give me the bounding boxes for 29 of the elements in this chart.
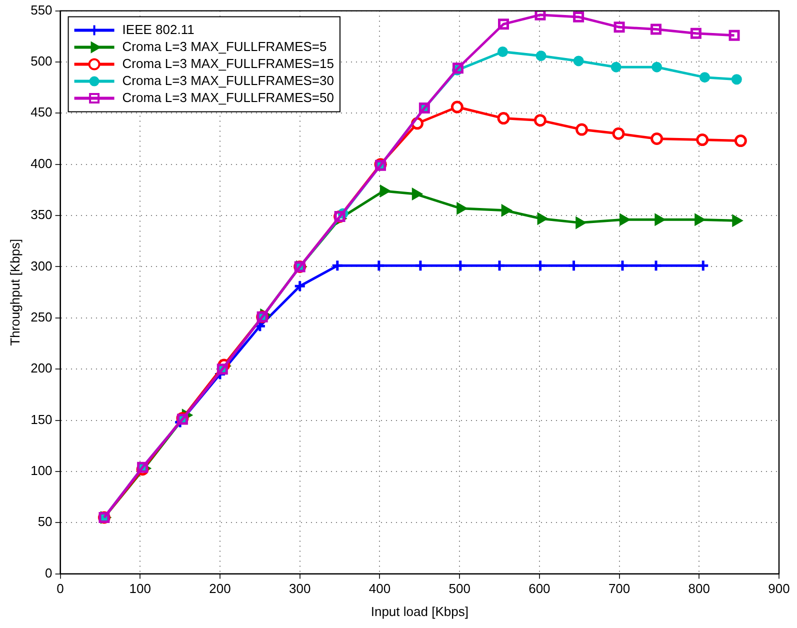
legend-label: Croma L=3 MAX_FULLFRAMES=30 [122,72,334,88]
y-tick-label: 200 [30,360,52,376]
x-tick-label: 500 [448,581,470,596]
y-tick-label: 550 [30,2,52,18]
y-tick-label: 150 [30,412,52,427]
legend-label: Croma L=3 MAX_FULLFRAMES=15 [122,56,334,71]
x-tick-label: 300 [289,581,311,596]
x-tick-label: 0 [56,581,64,596]
y-tick-label: 0 [45,565,52,580]
legend-label: Croma L=3 MAX_FULLFRAMES=50 [122,90,334,105]
x-tick-label: 900 [768,581,790,596]
y-tick-label: 50 [38,514,52,530]
y-tick-label: 450 [30,104,52,120]
y-tick-label: 500 [30,54,52,69]
y-tick-label: 100 [30,463,52,478]
x-axis-title: Input load [Kbps] [370,604,468,619]
y-tick-label: 400 [30,156,52,171]
x-tick-label: 200 [209,581,231,596]
legend-label: IEEE 802.11 [122,22,194,37]
x-tick-label: 800 [688,581,710,596]
y-axis-title: Throughput [Kbps] [7,238,22,346]
x-tick-label: 100 [129,581,151,596]
y-tick-label: 350 [30,207,52,222]
x-tick-label: 400 [368,581,391,596]
y-tick-label: 250 [30,309,52,324]
x-tick-label: 600 [528,581,550,596]
x-tick-label: 700 [608,581,630,596]
legend-label: Croma L=3 MAX_FULLFRAMES=5 [122,38,327,54]
y-tick-label: 300 [30,258,52,274]
